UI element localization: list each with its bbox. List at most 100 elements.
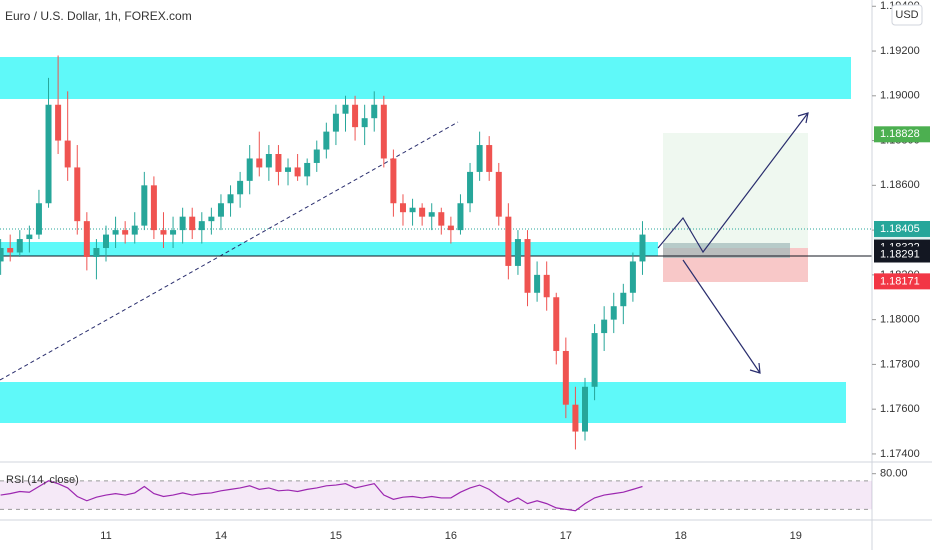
resistance-zone: [0, 57, 851, 99]
y-tick-label: 1.17600: [880, 403, 920, 415]
candle-body: [256, 158, 263, 168]
candle-body: [189, 216, 196, 231]
candle-body: [352, 104, 359, 128]
y-tick-label: 1.19000: [880, 90, 920, 102]
candle-body: [313, 149, 320, 163]
candle-body: [562, 350, 569, 405]
candle-body: [371, 104, 378, 119]
candle-body: [103, 234, 109, 249]
candle-body: [332, 113, 339, 132]
candle-body: [438, 212, 445, 226]
support-zone: [0, 382, 846, 423]
price-label-box: [874, 246, 930, 263]
rsi-line: [0, 480, 643, 512]
candle-body: [285, 167, 292, 172]
candle-body: [591, 333, 598, 387]
candle-body: [342, 104, 349, 114]
candle-body: [246, 158, 253, 181]
candle-body: [55, 104, 62, 141]
pivot-zone: [0, 242, 658, 256]
candle-body: [323, 131, 330, 150]
candle-body: [447, 225, 454, 231]
candle-body: [141, 185, 148, 226]
x-tick-label: 14: [215, 530, 227, 542]
rsi-label: RSI (14, close): [6, 474, 79, 486]
candle-body: [45, 104, 52, 204]
candle-body: [601, 319, 608, 334]
price-label: 1.18171: [880, 275, 920, 287]
candle-body: [227, 194, 234, 204]
arrow-head: [749, 362, 761, 374]
x-tick-label: 17: [560, 530, 572, 542]
candle-body: [294, 167, 301, 177]
candle-body: [275, 154, 282, 172]
candle-body: [399, 203, 406, 213]
candle-body: [457, 203, 464, 231]
candle-body: [217, 203, 224, 217]
candle-body: [629, 261, 636, 293]
price-label-box: [874, 220, 930, 237]
candle-body: [74, 167, 81, 222]
price-label-box: [874, 273, 930, 290]
x-tick-label: 16: [445, 530, 457, 542]
arrow-head: [797, 112, 809, 124]
candle-body: [409, 207, 416, 213]
candle-body: [150, 185, 157, 231]
y-tick-label: 1.17800: [880, 358, 920, 370]
price-label: 1.18291: [880, 248, 920, 260]
candle-body: [505, 216, 512, 266]
candle-body: [486, 145, 493, 172]
rsi-band: [0, 480, 872, 510]
candle-body: [514, 239, 521, 266]
x-tick-label: 11: [100, 530, 111, 542]
candle-body: [112, 230, 119, 235]
candle-body: [380, 104, 387, 159]
y-tick-label: 1.18000: [880, 314, 920, 326]
entry-box: [663, 243, 790, 258]
candle-body: [534, 274, 541, 293]
candle-body: [179, 216, 186, 231]
currency-button[interactable]: [891, 4, 923, 26]
candle-body: [93, 248, 100, 257]
candle-body: [16, 239, 23, 253]
candle-body: [553, 297, 560, 351]
candle-body: [0, 248, 4, 262]
currency-label[interactable]: USD: [895, 9, 918, 21]
candle-body: [582, 386, 588, 432]
candle-body: [237, 180, 244, 195]
target-box: [663, 133, 808, 248]
candle-body: [122, 230, 129, 235]
candle-body: [26, 234, 33, 240]
x-tick-label: 19: [790, 530, 802, 542]
x-tick-label: 15: [330, 530, 342, 542]
candle-body: [198, 221, 205, 231]
candle-body: [620, 292, 627, 307]
price-label-box: [874, 126, 930, 143]
candle-body: [390, 158, 397, 204]
candle-body: [170, 230, 177, 235]
candle-body: [265, 154, 272, 168]
candle-body: [524, 239, 531, 293]
candle-body: [160, 230, 167, 235]
candle-body: [543, 274, 550, 298]
price-label: 1.18828: [880, 128, 920, 140]
candle-body: [495, 171, 502, 217]
candle-body: [467, 171, 474, 204]
y-tick-label: 1.17400: [880, 448, 920, 460]
candle-body: [428, 212, 435, 217]
candle-body: [131, 225, 138, 235]
candle-body: [639, 234, 646, 262]
candle-body: [476, 145, 483, 172]
candle-body: [419, 207, 426, 217]
candle-body: [361, 118, 368, 128]
y-tick-label: 1.19200: [880, 45, 920, 57]
candle-body: [208, 216, 215, 222]
candle-body: [610, 306, 617, 320]
candle-body: [7, 248, 14, 253]
bull-path-arrow: [657, 112, 809, 254]
trend-line: [0, 121, 459, 381]
candle-body: [64, 140, 71, 168]
candle-body: [572, 404, 579, 432]
candle-body: [35, 203, 42, 235]
